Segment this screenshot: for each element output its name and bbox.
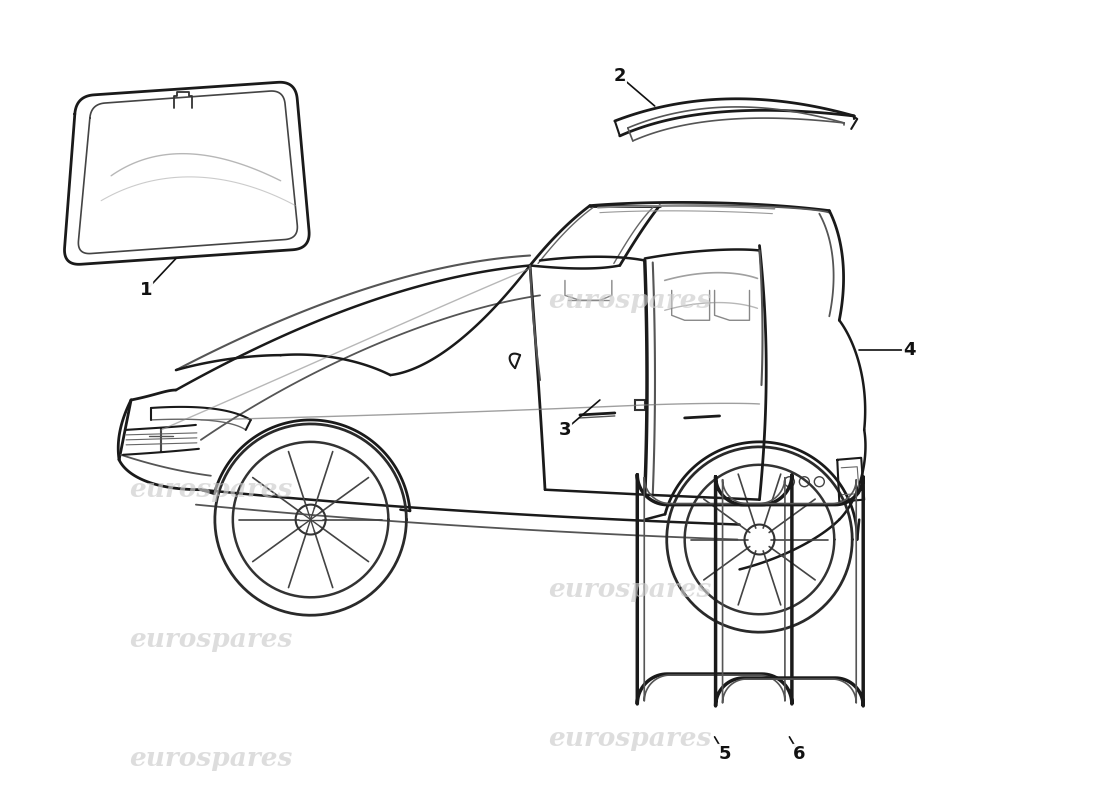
- Bar: [635, 400, 645, 410]
- Text: eurospares: eurospares: [129, 746, 293, 771]
- Text: eurospares: eurospares: [548, 288, 712, 313]
- Text: 6: 6: [793, 745, 805, 762]
- Text: eurospares: eurospares: [129, 477, 293, 502]
- Text: 1: 1: [140, 282, 152, 299]
- Text: eurospares: eurospares: [548, 726, 712, 751]
- Text: eurospares: eurospares: [548, 577, 712, 602]
- Text: 4: 4: [903, 341, 915, 359]
- Text: 3: 3: [559, 421, 571, 439]
- Text: 2: 2: [614, 67, 626, 85]
- Text: 5: 5: [718, 745, 730, 762]
- Text: eurospares: eurospares: [129, 626, 293, 652]
